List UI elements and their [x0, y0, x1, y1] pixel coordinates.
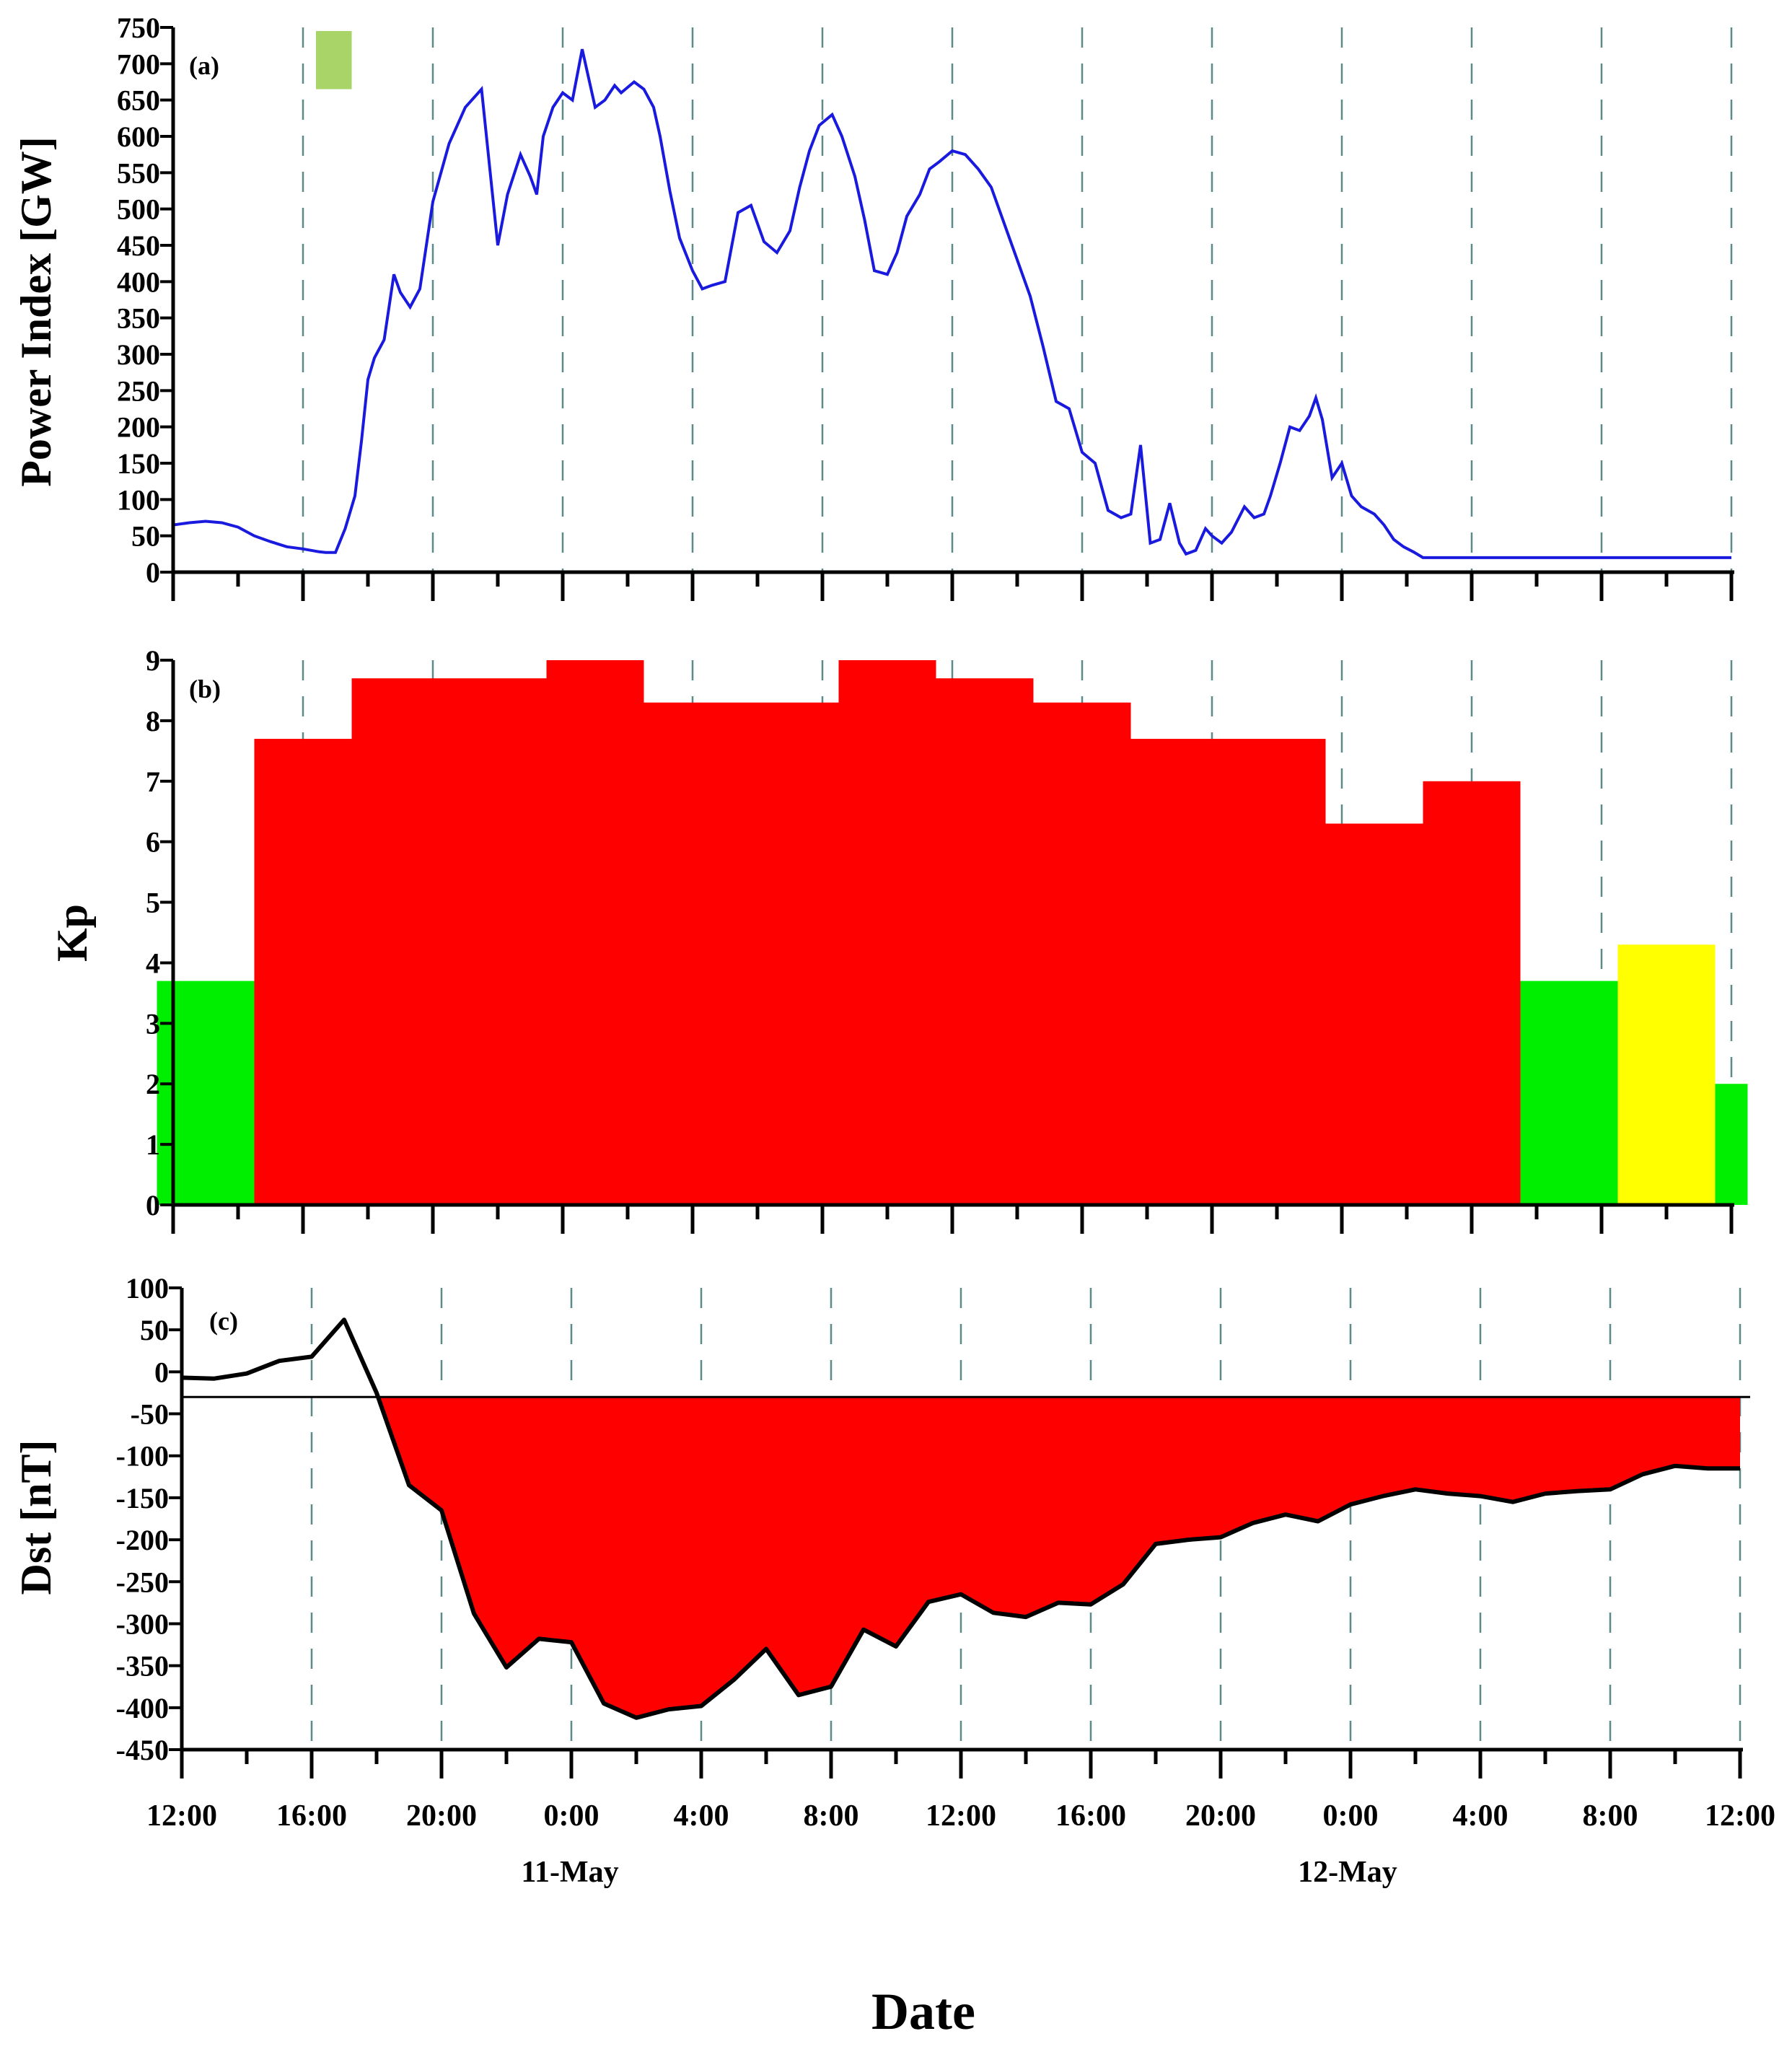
- kp-bar: [1130, 739, 1229, 1205]
- y-tick-label: 600: [117, 120, 160, 153]
- panel-a-event-marker: [316, 31, 352, 89]
- y-tick-label: -250: [116, 1566, 169, 1598]
- y-tick-label: 300: [117, 338, 160, 371]
- y-tick-label: 0: [154, 1356, 169, 1388]
- y-tick-label: 450: [117, 229, 160, 262]
- kp-bar: [546, 660, 644, 1205]
- y-tick-label: 550: [117, 157, 160, 189]
- x-tick-label: 12:00: [146, 1799, 217, 1833]
- x-tick-label: 16:00: [276, 1799, 347, 1833]
- panel-c-ylabel: Dst [nT]: [12, 1439, 60, 1595]
- x-tick-label: 0:00: [544, 1799, 599, 1833]
- kp-bars: [157, 660, 1748, 1205]
- kp-bar: [936, 678, 1034, 1205]
- y-tick-label: 750: [117, 12, 160, 44]
- y-tick-label: 1: [146, 1128, 160, 1161]
- kp-bar: [1520, 981, 1618, 1205]
- x-tick-label: 8:00: [1583, 1799, 1638, 1833]
- panel-c-tag: (c): [209, 1307, 238, 1335]
- date-label-11-may: 11-May: [521, 1856, 618, 1889]
- kp-bar: [1228, 739, 1326, 1205]
- panel-c-axes: 100 50 0 -50 -100 -150 -200 -250 -300 -350 -400 -45…: [116, 1272, 1743, 1779]
- y-tick-label: -50: [131, 1398, 169, 1431]
- kp-bar: [838, 660, 936, 1205]
- date-label-12-may: 12-May: [1298, 1856, 1397, 1889]
- y-tick-label: 7: [146, 766, 160, 798]
- y-tick-label: 50: [140, 1314, 169, 1346]
- y-tick-label: 100: [126, 1272, 169, 1304]
- y-tick-label: 50: [131, 520, 160, 553]
- y-tick-label: 400: [117, 266, 160, 298]
- y-tick-label: 4: [146, 947, 160, 979]
- panel-a-ylabel: Power Index [GW]: [12, 136, 60, 487]
- panel-a-gridlines: [302, 27, 1733, 572]
- x-axis-label: Date: [871, 1983, 975, 2040]
- y-tick-label: 2: [146, 1068, 160, 1100]
- kp-bar: [449, 678, 547, 1205]
- y-tick-label: 700: [117, 48, 160, 80]
- y-tick-label: -450: [116, 1734, 169, 1766]
- y-tick-label: 5: [146, 887, 160, 919]
- kp-bar: [254, 739, 352, 1205]
- y-tick-label: 250: [117, 374, 160, 407]
- y-tick-label: 3: [146, 1007, 160, 1040]
- kp-bar: [1617, 944, 1716, 1205]
- x-tick-label: 8:00: [804, 1799, 859, 1833]
- y-tick-label: 8: [146, 705, 160, 737]
- panel-b-axes: 0 1 2 3 4 5 6 7 8 9: [146, 644, 1734, 1234]
- dst-line: [181, 1317, 1740, 1720]
- x-tick-label: 12:00: [1705, 1799, 1775, 1833]
- x-tick-label: 16:00: [1055, 1799, 1126, 1833]
- y-tick-label: 100: [117, 483, 160, 516]
- y-tick-label: 0: [146, 1189, 160, 1222]
- panel-a-axes: 0501001502002503003504004505005506006507…: [117, 12, 1734, 601]
- x-tick-label: 20:00: [1185, 1799, 1256, 1833]
- y-tick-label: -200: [116, 1524, 169, 1556]
- panel-c-dst-index: 100 50 0 -50 -100 -150 -200 -250 -300 -350 -400 -45…: [12, 1272, 1750, 1779]
- y-tick-label: 350: [117, 302, 160, 335]
- y-tick-label: 200: [117, 411, 160, 444]
- y-tick-label: -300: [116, 1608, 169, 1640]
- kp-bar: [741, 702, 839, 1205]
- kp-bar: [644, 702, 742, 1205]
- panel-b-tag: (b): [189, 675, 221, 703]
- y-tick-label: 9: [146, 644, 160, 677]
- y-tick-label: 650: [117, 84, 160, 117]
- kp-bar: [1325, 823, 1423, 1205]
- kp-bar: [1715, 1084, 1748, 1205]
- kp-bar: [1423, 781, 1521, 1205]
- kp-bar: [351, 678, 449, 1205]
- x-tick-label: 20:00: [406, 1799, 477, 1833]
- x-tick-label: 4:00: [674, 1799, 729, 1833]
- x-tick-labels: 12:00 16:00 20:00 0:00 4:00 8:00 12:00 16:00 20:…: [146, 1799, 1775, 1833]
- y-tick-label: -400: [116, 1692, 169, 1724]
- panel-b-ylabel: Kp: [48, 904, 96, 962]
- power-index-line: [172, 48, 1731, 559]
- panel-a-tag: (a): [189, 51, 219, 80]
- y-tick-label: 6: [146, 826, 160, 859]
- kp-bar: [1033, 702, 1131, 1205]
- x-tick-label: 12:00: [926, 1799, 996, 1833]
- panel-a-power-index: 0501001502002503003504004505005506006507…: [12, 12, 1734, 601]
- y-tick-label: -100: [116, 1440, 169, 1473]
- y-tick-label: 0: [146, 556, 160, 589]
- y-tick-label: -150: [116, 1482, 169, 1514]
- y-tick-label: 500: [117, 193, 160, 226]
- x-tick-label: 4:00: [1453, 1799, 1508, 1833]
- y-tick-label: -350: [116, 1650, 169, 1683]
- panel-b-kp-index: 0 1 2 3 4 5 6 7 8 9 (b) Kp: [48, 644, 1748, 1234]
- x-tick-label: 0:00: [1323, 1799, 1379, 1833]
- dst-storm-area: [378, 1397, 1740, 1718]
- y-tick-label: 150: [117, 447, 160, 480]
